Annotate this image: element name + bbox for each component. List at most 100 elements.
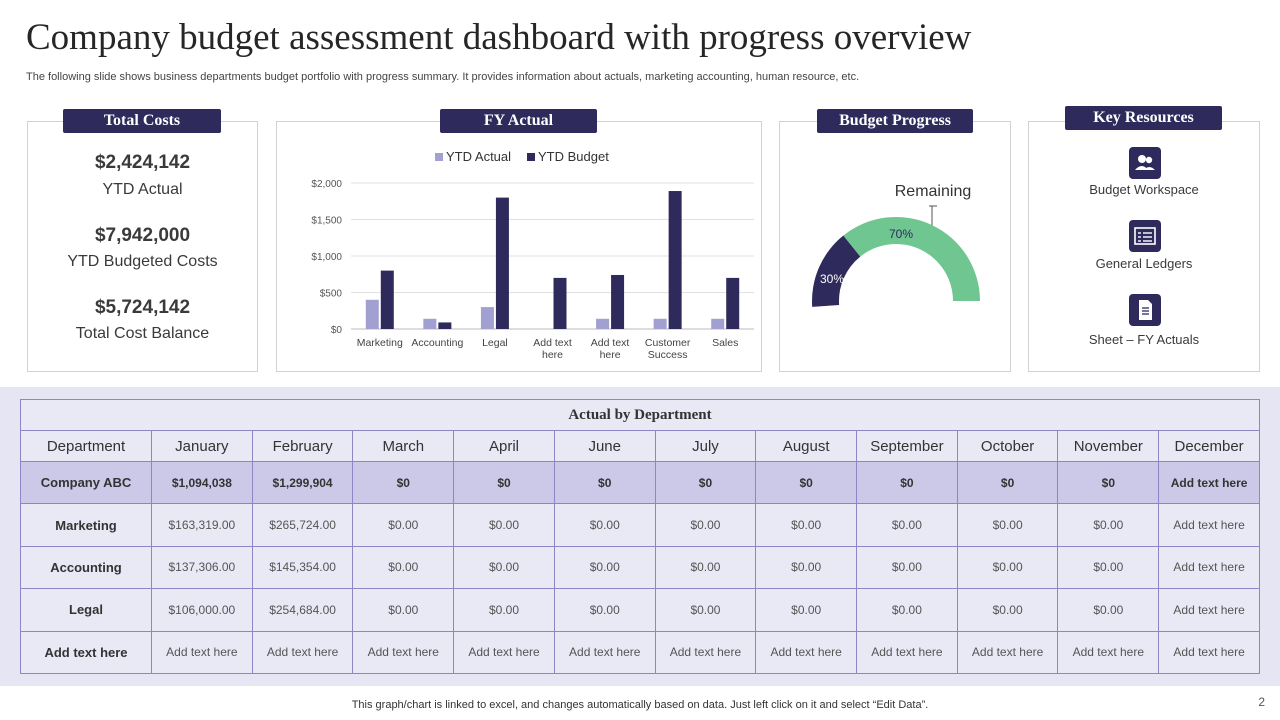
table-cell: $0.00 xyxy=(453,503,555,547)
total-costs-tag: Total Costs xyxy=(63,109,221,133)
total-costs-panel: $2,424,142 YTD Actual $7,942,000 YTD Bud… xyxy=(27,121,258,372)
x-tick-label: Sales xyxy=(712,337,738,349)
footer-note: This graph/chart is linked to excel, and… xyxy=(351,699,929,711)
x-tick-label: Accounting xyxy=(411,337,463,349)
page-title: Company budget assessment dashboard with… xyxy=(26,17,972,58)
column-header: February xyxy=(251,430,354,462)
y-tick-label: $1,000 xyxy=(311,252,342,263)
table-cell: $106,000.00 xyxy=(151,588,253,632)
sheet-fy-actuals-label[interactable]: Sheet – FY Actuals xyxy=(1088,332,1200,347)
remaining-pct-label: 70% xyxy=(889,227,913,241)
sheet-icon[interactable] xyxy=(1129,294,1161,326)
key-resources-panel: Budget Workspace General Ledgers Sheet –… xyxy=(1028,121,1260,372)
table-cell: $0.00 xyxy=(1057,588,1160,632)
legend-label: YTD Budget xyxy=(538,149,609,164)
table-cell: Add text here xyxy=(755,630,858,675)
column-header: October xyxy=(956,430,1059,462)
fy-actual-tag: FY Actual xyxy=(440,109,597,133)
table-cell: $1,299,904 xyxy=(251,460,354,505)
cost-balance-value: $5,724,142 xyxy=(94,297,191,318)
table-title: Actual by Department xyxy=(20,399,1260,431)
table-cell: Add text here xyxy=(352,630,455,675)
table-cell: $0.00 xyxy=(956,503,1059,547)
ledger-icon[interactable] xyxy=(1129,220,1161,252)
table-cell: $0.00 xyxy=(856,588,958,632)
table-cell: $163,319.00 xyxy=(151,503,253,547)
table-cell: $0.00 xyxy=(956,545,1059,590)
ytd-actual-label: YTD Actual xyxy=(102,181,183,198)
table-cell: Add text here xyxy=(1158,588,1260,632)
table-cell: Add text here xyxy=(1158,460,1260,505)
table-cell: $0.00 xyxy=(1057,545,1160,590)
bar-ytd-budget xyxy=(726,277,740,329)
legend-swatch xyxy=(527,153,535,161)
row-department-cell: Add text here xyxy=(20,630,152,675)
bar-ytd-actual xyxy=(596,318,610,329)
fy-actual-bar-chart: $0 $500 $1,000 $1,500 $2,000 Marketing Account… xyxy=(311,149,754,361)
x-tick-label: Add text here xyxy=(533,337,572,361)
table-cell: $0 xyxy=(553,460,656,505)
y-tick-label: $500 xyxy=(320,289,343,300)
bar-ytd-budget xyxy=(380,270,394,329)
bar-ytd-budget xyxy=(553,277,567,329)
table-cell: $0.00 xyxy=(856,503,958,547)
table-cell: $0 xyxy=(755,460,858,505)
table-cell: Add text here xyxy=(453,630,555,675)
table-cell: $0.00 xyxy=(352,503,455,547)
completed-pct-label: 30% xyxy=(820,272,844,286)
ytd-actual-value: $2,424,142 xyxy=(94,152,191,173)
bar-ytd-actual xyxy=(653,318,667,329)
bar-ytd-budget xyxy=(495,197,509,329)
page-subtitle: The following slide shows business depar… xyxy=(26,71,860,83)
y-tick-label: $1,500 xyxy=(311,216,342,227)
table-cell: $0.00 xyxy=(755,588,858,632)
table-cell: $0.00 xyxy=(654,545,757,590)
table-cell: $145,354.00 xyxy=(251,545,354,590)
bar-ytd-actual xyxy=(711,318,725,329)
table-cell: $0.00 xyxy=(1057,503,1160,547)
y-tick-label: $2,000 xyxy=(311,179,342,190)
budget-progress-gauge: Remaining 30% 70% xyxy=(812,183,980,307)
table-cell: Add text here xyxy=(856,630,958,675)
bar-ytd-actual xyxy=(423,318,437,329)
column-header: July xyxy=(654,430,757,462)
column-header: November xyxy=(1057,430,1160,462)
table-cell: $0.00 xyxy=(553,503,656,547)
table-cell: Add text here xyxy=(1158,545,1260,590)
table-cell: Add text here xyxy=(956,630,1059,675)
users-icon[interactable] xyxy=(1129,147,1161,179)
bar-ytd-budget xyxy=(611,274,625,329)
table-row: Marketing $163,319.00 $265,724.00 $0.00 $0.0… xyxy=(20,503,1260,547)
bar-ytd-budget xyxy=(438,322,452,329)
bar-ytd-actual xyxy=(480,307,494,329)
column-header: June xyxy=(553,430,656,462)
table-cell: $0 xyxy=(856,460,958,505)
table-cell: Add text here xyxy=(251,630,354,675)
table-cell: $0.00 xyxy=(856,545,958,590)
fy-actual-panel: $0 $500 $1,000 $1,500 $2,000 Marketing Account… xyxy=(276,121,762,372)
budget-progress-panel: Remaining 30% 70% xyxy=(779,121,1011,372)
column-header: Department xyxy=(20,430,152,462)
page-number: 2 xyxy=(1258,695,1265,709)
row-department-cell: Accounting xyxy=(20,545,152,590)
x-tick-label: Marketing xyxy=(357,337,403,349)
table-cell: $0.00 xyxy=(553,545,656,590)
general-ledgers-label[interactable]: General Ledgers xyxy=(1095,256,1193,271)
table-cell: $0.00 xyxy=(654,588,757,632)
table-row: Accounting $137,306.00 $145,354.00 $0.00 $0.… xyxy=(20,545,1260,590)
key-resources-tag: Key Resources xyxy=(1065,106,1222,130)
row-department-cell: Marketing xyxy=(20,503,152,547)
legend-label: YTD Actual xyxy=(446,149,511,164)
ytd-budgeted-value: $7,942,000 xyxy=(94,225,191,246)
ytd-budgeted-label: YTD Budgeted Costs xyxy=(67,253,218,270)
table-cell: $0.00 xyxy=(654,503,757,547)
gauge-slice-remaining xyxy=(843,217,980,301)
table-row: Legal $106,000.00 $254,684.00 $0.00 $0.00 $0.… xyxy=(20,588,1260,632)
column-header: December xyxy=(1158,430,1260,462)
table-cell: $0.00 xyxy=(755,503,858,547)
table-cell: $0.00 xyxy=(956,588,1059,632)
table-cell: $0 xyxy=(352,460,455,505)
budget-workspace-label[interactable]: Budget Workspace xyxy=(1089,182,1199,197)
table-cell: Add text here xyxy=(1158,503,1260,547)
table-cell: $1,094,038 xyxy=(151,460,253,505)
